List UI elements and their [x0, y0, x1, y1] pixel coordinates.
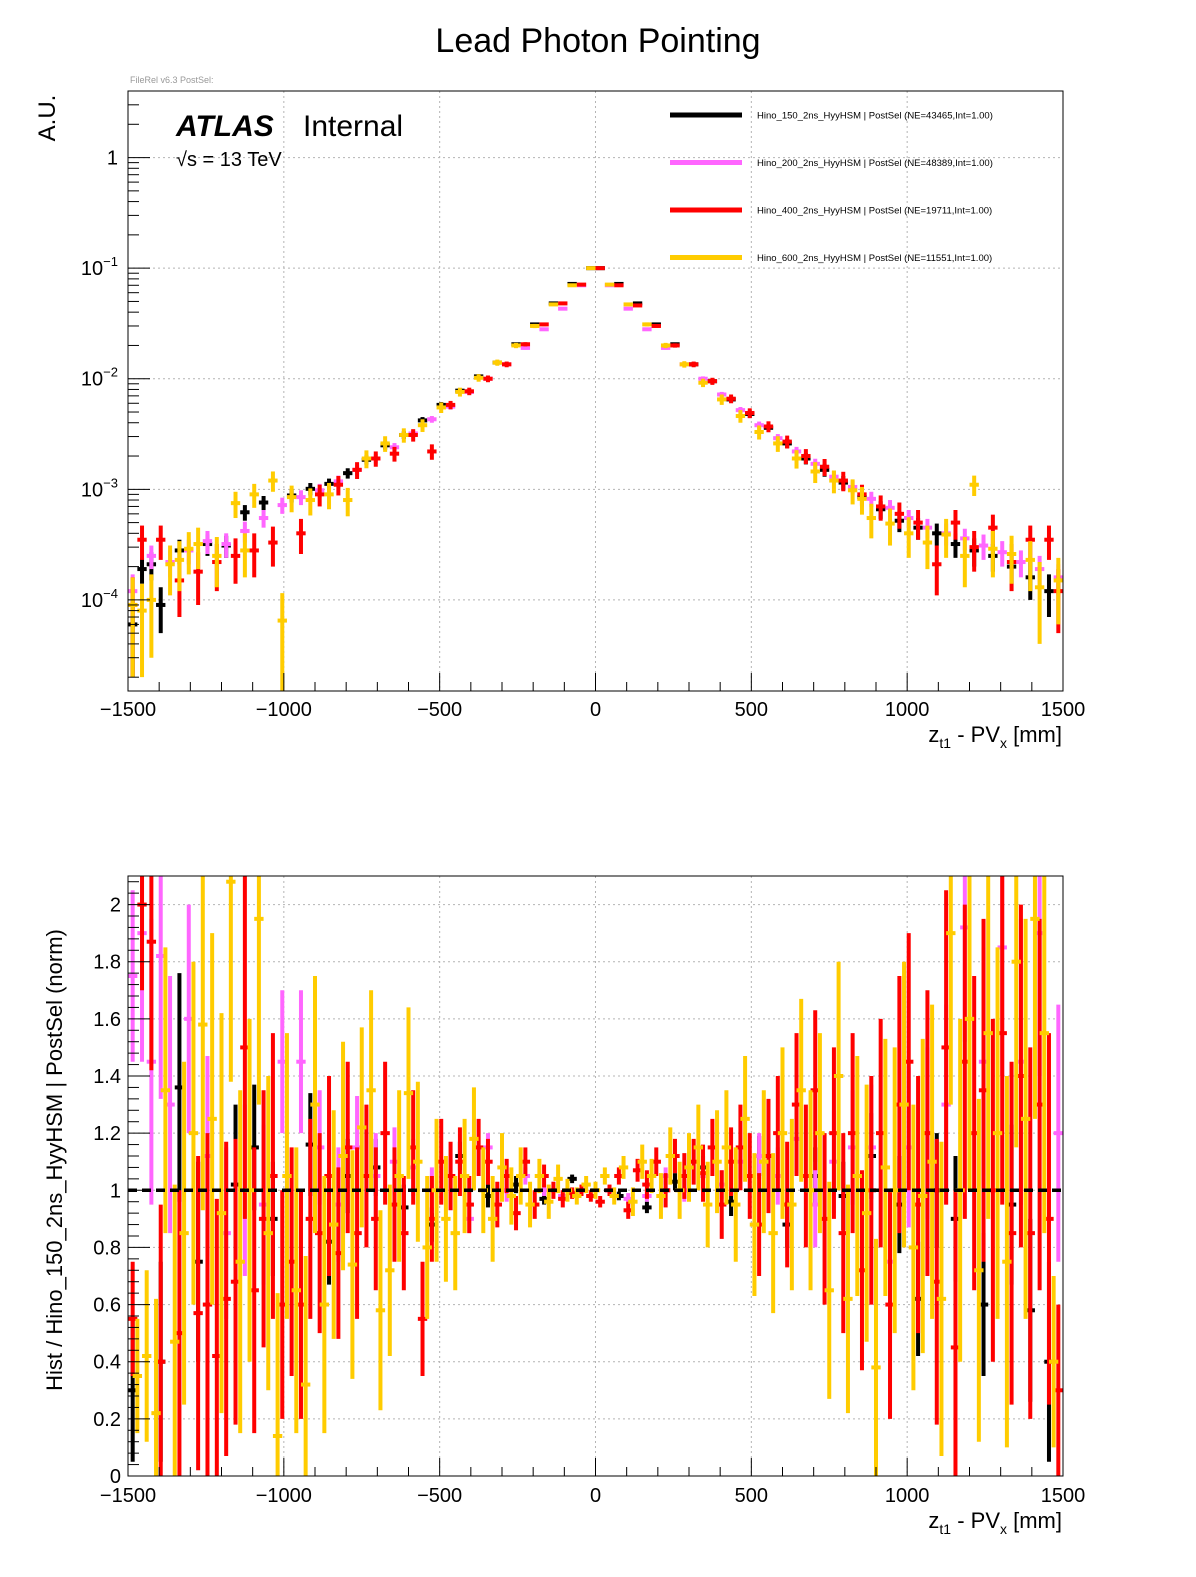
y-tick-label: 1: [110, 1180, 121, 1202]
y-tick-label: 1.8: [93, 952, 121, 974]
y-tick-label: 10−4: [81, 586, 118, 612]
bottom-x-ticks: −1500 −1000 −500 0 500 1000 1500: [100, 1458, 1085, 1507]
y-tick-label: 0.4: [93, 1352, 121, 1374]
x-tick-label: 1000: [885, 699, 930, 721]
bottom-y-axis-label: Hist / Hino_150_2ns_HyyHSM | PostSel (no…: [42, 929, 67, 1391]
y-tick-label: 0.8: [93, 1237, 121, 1259]
x-tick-label: −1500: [100, 1485, 156, 1507]
x-tick-label: −500: [417, 699, 462, 721]
top-y-ticks: 1 10−1 10−2 10−3 10−4: [81, 90, 150, 678]
y-tick-label: 10−2: [81, 365, 118, 391]
bottom-y-ticks: 0 0.2 0.4 0.6 0.8 1 1.2 1.4 1.6 1.8 2: [93, 881, 150, 1488]
series-h600: [132, 876, 1059, 1476]
legend: Hino_150_2ns_HyyHSM | PostSel (NE=43465,…: [670, 111, 993, 264]
y-tick-label: 0.2: [93, 1409, 121, 1431]
y-tick-label: 1: [107, 148, 118, 170]
bottom-panel: −1500 −1000 −500 0 500 1000 1500 0 0.2 0.4 0.6 0.8…: [42, 875, 1085, 1537]
top-series-layer: [128, 266, 1063, 691]
y-tick-label: 1.2: [93, 1123, 121, 1145]
top-panel: −1500 −1000 −500 0 500 1000 1500 1 10−1 10−2 10−3…: [34, 90, 1085, 751]
series-h600: [128, 266, 1063, 691]
bottom-x-axis-label: zt1 - PVx [mm]: [928, 1508, 1062, 1537]
legend-label-h150: Hino_150_2ns_HyyHSM | PostSel (NE=43465,…: [757, 111, 993, 122]
x-tick-label: 500: [735, 699, 768, 721]
legend-label-h200: Hino_200_2ns_HyyHSM | PostSel (NE=48389,…: [757, 158, 993, 169]
top-y-axis-label: A.U.: [34, 95, 61, 142]
x-tick-label: −1000: [256, 1485, 312, 1507]
x-tick-label: −1500: [100, 699, 156, 721]
top-x-axis-label: zt1 - PVx [mm]: [928, 722, 1062, 751]
x-tick-label: 1000: [885, 1485, 930, 1507]
x-tick-label: 500: [735, 1485, 768, 1507]
bottom-series-layer: [128, 876, 1063, 1476]
energy-label: √s = 13 TeV: [176, 149, 282, 171]
legend-label-h400: Hino_400_2ns_HyyHSM | PostSel (NE=19711,…: [757, 206, 992, 217]
legend-label-h600: Hino_600_2ns_HyyHSM | PostSel (NE=11551,…: [757, 253, 992, 264]
x-tick-label: 0: [590, 1485, 601, 1507]
atlas-internal-label: Internal: [303, 110, 403, 143]
x-tick-label: −500: [417, 1485, 462, 1507]
y-tick-label: 10−1: [81, 254, 118, 280]
y-tick-label: 10−3: [81, 475, 118, 501]
top-x-ticks: −1500 −1000 −500 0 500 1000 1500: [100, 673, 1085, 721]
x-tick-label: 1500: [1041, 1485, 1086, 1507]
x-tick-label: −1000: [256, 699, 312, 721]
file-tag: FileRel v6.3 PostSel:: [130, 75, 214, 85]
y-tick-label: 0: [110, 1466, 121, 1488]
x-tick-label: 0: [590, 699, 601, 721]
y-tick-label: 1.6: [93, 1009, 121, 1031]
y-tick-label: 1.4: [93, 1066, 121, 1088]
atlas-logo-text: ATLAS: [175, 110, 274, 143]
y-tick-label: 2: [110, 895, 121, 917]
x-tick-label: 1500: [1041, 699, 1086, 721]
figure-title: Lead Photon Pointing: [435, 22, 760, 60]
y-tick-label: 0.6: [93, 1295, 121, 1317]
